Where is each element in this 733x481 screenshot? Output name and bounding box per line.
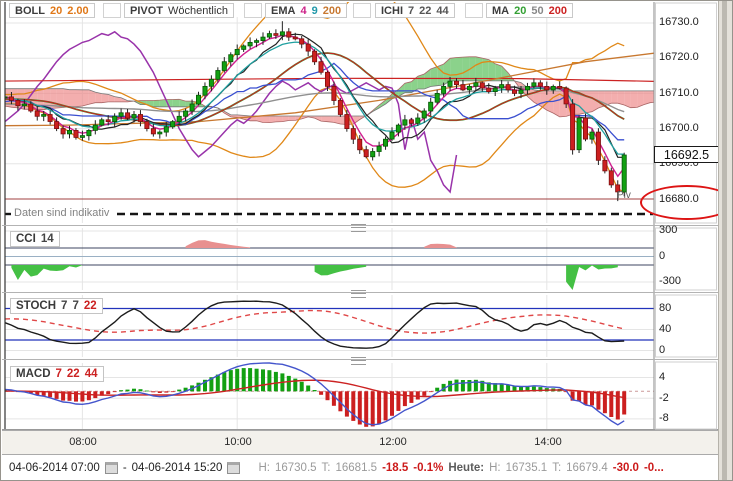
toolbar-pivot-settings[interactable]: PIVOT Wöchentlich: [124, 3, 234, 18]
time-tick: 10:00: [224, 436, 252, 448]
range-start-date[interactable]: 04-06-2014 07:00: [9, 462, 100, 474]
price-tick: 16700.0: [659, 122, 699, 134]
calendar-icon[interactable]: [227, 462, 241, 474]
macd-panel-settings[interactable]: MACD 7 22 44: [10, 366, 104, 382]
today-change: -30.0: [612, 462, 639, 474]
toolbar-empty-cell[interactable]: [353, 3, 371, 18]
macd-tick: -2: [659, 391, 669, 404]
range-low: 16681.5: [335, 462, 378, 474]
stoch-panel-settings[interactable]: STOCH 7 7 22: [10, 298, 103, 314]
range-change: -18.5: [382, 462, 409, 474]
today-high-label: H:: [489, 462, 501, 474]
stoch-tick: 0: [659, 344, 666, 356]
panel-resize-grip[interactable]: [351, 290, 366, 298]
toolbar-boll-settings[interactable]: BOLL 20 2.00: [9, 3, 95, 18]
range-high: 16730.5: [274, 462, 317, 474]
today-high: 16735.1: [505, 462, 548, 474]
today-low: 16679.4: [566, 462, 608, 474]
time-tick: 14:00: [534, 436, 562, 448]
pivot-label: PIVOT: [130, 4, 164, 17]
range-end-date[interactable]: 04-06-2014 15:20: [131, 462, 223, 474]
ema-label: EMA: [271, 4, 296, 17]
cci-panel-settings[interactable]: CCI 14: [10, 231, 60, 247]
toolbar-empty-cell[interactable]: [244, 3, 262, 18]
pivot-highlight-circle-annotation: [640, 185, 732, 220]
cci-tick: 0: [659, 250, 666, 262]
calendar-icon[interactable]: [104, 462, 118, 474]
panel-resize-grip[interactable]: [351, 357, 366, 365]
time-tick: 08:00: [69, 436, 97, 448]
stoch-tick: 80: [659, 302, 672, 314]
time-axis: 08:00 10:00 12:00 14:00: [2, 430, 719, 455]
macd-tick: 4: [659, 371, 666, 383]
panel-resize-grip[interactable]: [351, 224, 366, 232]
today-low-label: T:: [552, 462, 562, 474]
price-tick: 16720.0: [659, 51, 699, 63]
stoch-tick: 40: [659, 323, 672, 335]
toolbar-ichi-settings[interactable]: ICHI 7 22 44: [375, 3, 455, 18]
current-price-box: 16692.5: [654, 146, 719, 163]
toolbar-empty-cell[interactable]: [103, 3, 121, 18]
ma-label: MA: [492, 4, 510, 17]
range-separator: -: [122, 462, 127, 474]
time-tick: 12:00: [379, 436, 407, 448]
pivot-line-label: Piv: [617, 190, 631, 201]
disclaimer-text: Daten sind indikativ: [14, 207, 110, 219]
price-tick: 16730.0: [659, 16, 699, 28]
toolbar-empty-cell[interactable]: [465, 3, 483, 18]
range-change-pct: -0.1%: [413, 462, 444, 474]
cci-tick: 300: [659, 224, 678, 236]
toolbar-ema-settings[interactable]: EMA 4 9 200: [265, 3, 348, 18]
toolbar-ma-settings[interactable]: MA 20 50 200: [486, 3, 573, 18]
status-bar: 04-06-2014 07:00 - 04-06-2014 15:20 H: 1…: [2, 454, 726, 480]
low-label: T:: [321, 462, 331, 474]
today-change-pct: -0...: [643, 462, 664, 474]
boll-label: BOLL: [15, 4, 45, 17]
macd-tick: -8: [659, 412, 669, 424]
high-label: H:: [258, 462, 270, 474]
price-tick: 16710.0: [659, 87, 699, 99]
window-scrollbar[interactable]: [718, 1, 732, 480]
cci-tick: -300: [659, 275, 682, 287]
today-label: Heute:: [448, 462, 485, 474]
ichi-label: ICHI: [381, 4, 403, 17]
